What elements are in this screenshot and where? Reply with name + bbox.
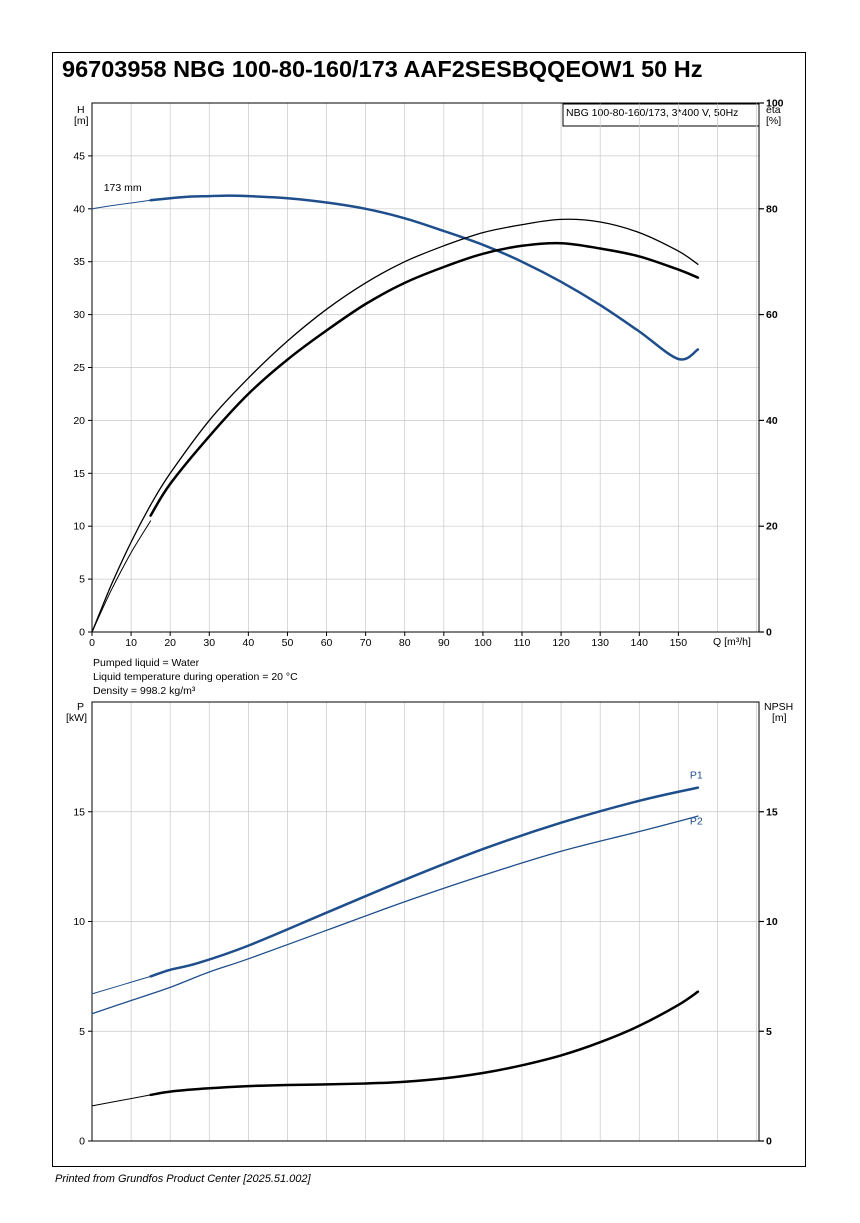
condition-temperature: Liquid temperature during operation = 20… <box>93 671 298 683</box>
x-tick-label: 110 <box>514 637 531 649</box>
y-left-unit: [kW] <box>66 712 87 724</box>
footer-text: Printed from Grundfos Product Center [20… <box>55 1173 311 1185</box>
x-tick-label: 30 <box>203 637 215 649</box>
y-right-tick-label: 5 <box>766 1026 772 1038</box>
y-left-tick-label: 5 <box>79 1026 85 1038</box>
series-line-efficiency <box>91 218 699 633</box>
series-line-p1 <box>149 786 700 978</box>
y-right-tick-label: 40 <box>766 415 778 427</box>
condition-liquid: Pumped liquid = Water <box>93 657 200 669</box>
x-tick-label: 20 <box>164 637 176 649</box>
y-left-tick-label: 0 <box>79 1136 85 1148</box>
series-line-efficiency <box>149 241 700 517</box>
y-right-tick-label: 100 <box>766 98 784 110</box>
y-left-tick-label: 0 <box>79 627 85 639</box>
x-axis-label: Q [m³/h] <box>713 636 751 648</box>
conditions-text: Pumped liquid = Water Liquid temperature… <box>93 657 298 697</box>
y-left-tick-label: 20 <box>73 415 85 427</box>
series-label-p2: P2 <box>690 816 703 828</box>
document-frame <box>52 52 806 1167</box>
series-line-head <box>91 199 152 210</box>
page-title: 96703958 NBG 100-80-160/173 AAF2SESBQQEO… <box>62 56 703 82</box>
x-tick-label: 80 <box>399 637 411 649</box>
series-line-npsh <box>91 1094 152 1107</box>
y-left-tick-label: 40 <box>73 203 85 215</box>
y-left-tick-label: 15 <box>73 468 85 480</box>
x-tick-label: 50 <box>282 637 294 649</box>
y-right-tick-label: 60 <box>766 309 778 321</box>
x-tick-label: 10 <box>125 637 137 649</box>
y-left-tick-label: 10 <box>73 521 85 533</box>
y-right-tick-label: 0 <box>766 1136 772 1148</box>
series-line-npsh <box>149 990 700 1097</box>
x-tick-label: 0 <box>89 637 95 649</box>
impeller-diameter-label: 173 mm <box>104 182 142 194</box>
y-left-label: H <box>77 104 85 116</box>
x-tick-label: 40 <box>243 637 255 649</box>
x-tick-label: 90 <box>438 637 450 649</box>
x-tick-label: 60 <box>321 637 333 649</box>
condition-density: Density = 998.2 kg/m³ <box>93 685 196 697</box>
y-right-unit: [%] <box>766 115 781 127</box>
y-right-label: NPSH <box>764 701 793 713</box>
series-line-head <box>149 194 700 361</box>
series-line-efficiency <box>91 520 152 633</box>
series-label-p1: P1 <box>690 770 703 782</box>
y-left-tick-label: 15 <box>73 806 85 818</box>
x-tick-label: 100 <box>474 637 492 649</box>
x-tick-label: 140 <box>631 637 649 649</box>
y-right-tick-label: 20 <box>766 521 778 533</box>
y-right-unit: [m] <box>772 712 787 724</box>
y-left-tick-label: 35 <box>73 256 85 268</box>
y-left-tick-label: 25 <box>73 362 85 374</box>
y-left-tick-label: 30 <box>73 309 85 321</box>
y-left-tick-label: 45 <box>73 150 85 162</box>
y-left-label: P <box>77 701 84 713</box>
x-tick-label: 150 <box>670 637 688 649</box>
head-efficiency-chart: H [m] eta [%] Q [m³/h] NBG 100-80-160/17… <box>74 103 781 648</box>
power-npsh-chart: P [kW] NPSH [m] <box>66 701 793 724</box>
series-line-p1 <box>91 975 152 995</box>
x-tick-label: 120 <box>552 637 570 649</box>
y-right-tick-label: 15 <box>766 806 778 818</box>
x-tick-label: 70 <box>360 637 372 649</box>
y-right-tick-label: 0 <box>766 627 772 639</box>
legend-text: NBG 100-80-160/173, 3*400 V, 50Hz <box>566 107 738 119</box>
y-right-tick-label: 80 <box>766 203 778 215</box>
series-line-p2 <box>91 815 699 1015</box>
y-left-unit: [m] <box>74 115 89 127</box>
y-left-tick-label: 10 <box>73 916 85 928</box>
y-right-label: eta <box>766 104 781 116</box>
y-left-tick-label: 5 <box>79 574 85 586</box>
y-right-tick-label: 10 <box>766 916 778 928</box>
x-tick-label: 130 <box>591 637 609 649</box>
